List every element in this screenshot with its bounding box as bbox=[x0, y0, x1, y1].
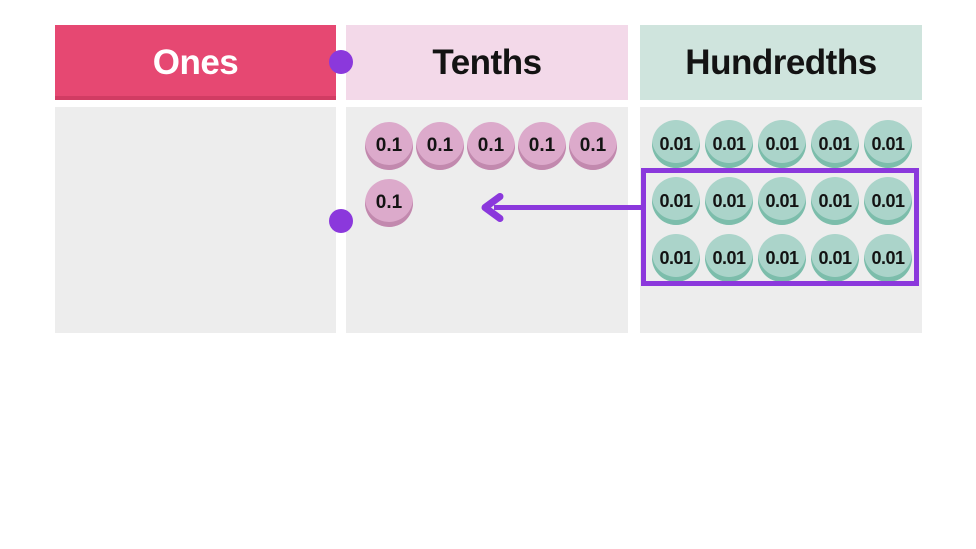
counter-0.01[interactable]: 0.01 bbox=[652, 177, 700, 225]
counter-row: 0.01 0.01 0.01 0.01 0.01 bbox=[652, 234, 922, 282]
column-tenths: Tenths 0.1 0.1 0.1 0.1 0.1 0.1 bbox=[346, 25, 628, 333]
column-body-hundredths[interactable]: 0.01 0.01 0.01 0.01 0.01 0.01 0.01 0.01 0.01 0.01… bbox=[640, 107, 922, 333]
counter-0.1[interactable]: 0.1 bbox=[365, 179, 413, 227]
counter-row: 0.01 0.01 0.01 0.01 0.01 bbox=[652, 177, 922, 225]
counter-0.1[interactable]: 0.1 bbox=[416, 122, 464, 170]
counter-0.01[interactable]: 0.01 bbox=[758, 234, 806, 282]
counter-0.01[interactable]: 0.01 bbox=[864, 177, 912, 225]
marker-dot-top[interactable] bbox=[329, 50, 353, 74]
counter-0.01[interactable]: 0.01 bbox=[811, 120, 859, 168]
counter-0.01[interactable]: 0.01 bbox=[652, 234, 700, 282]
column-header-tenths-label: Tenths bbox=[432, 42, 542, 82]
column-header-hundredths: Hundredths bbox=[640, 25, 922, 100]
counter-0.01[interactable]: 0.01 bbox=[811, 177, 859, 225]
exchange-arrow-head-icon bbox=[481, 193, 504, 222]
column-body-ones[interactable] bbox=[55, 107, 336, 333]
counter-row: 0.01 0.01 0.01 0.01 0.01 bbox=[652, 120, 922, 168]
counter-0.1[interactable]: 0.1 bbox=[518, 122, 566, 170]
column-body-tenths[interactable]: 0.1 0.1 0.1 0.1 0.1 0.1 bbox=[346, 107, 628, 333]
counter-row: 0.1 0.1 0.1 0.1 0.1 bbox=[365, 122, 628, 170]
counter-0.01[interactable]: 0.01 bbox=[811, 234, 859, 282]
counter-row: 0.1 bbox=[365, 179, 628, 227]
counter-0.01[interactable]: 0.01 bbox=[705, 120, 753, 168]
column-header-ones-label: Ones bbox=[152, 42, 239, 82]
counter-0.01[interactable]: 0.01 bbox=[705, 234, 753, 282]
counter-0.1[interactable]: 0.1 bbox=[569, 122, 617, 170]
hundredths-group-highlight-box bbox=[641, 168, 919, 286]
counter-0.01[interactable]: 0.01 bbox=[864, 234, 912, 282]
counter-0.01[interactable]: 0.01 bbox=[758, 177, 806, 225]
column-header-ones: Ones bbox=[55, 25, 336, 100]
column-ones: Ones bbox=[55, 25, 336, 333]
column-header-tenths: Tenths bbox=[346, 25, 628, 100]
column-header-hundredths-label: Hundredths bbox=[685, 42, 877, 82]
exchange-arrow bbox=[481, 193, 643, 222]
column-hundredths: Hundredths 0.01 0.01 0.01 0.01 0.01 0.01 0.01 0… bbox=[640, 25, 922, 333]
counter-0.01[interactable]: 0.01 bbox=[705, 177, 753, 225]
counter-0.01[interactable]: 0.01 bbox=[864, 120, 912, 168]
counter-0.01[interactable]: 0.01 bbox=[652, 120, 700, 168]
counter-0.01[interactable]: 0.01 bbox=[758, 120, 806, 168]
marker-dot-middle[interactable] bbox=[329, 209, 353, 233]
counter-0.1[interactable]: 0.1 bbox=[467, 122, 515, 170]
counter-0.1[interactable]: 0.1 bbox=[365, 122, 413, 170]
